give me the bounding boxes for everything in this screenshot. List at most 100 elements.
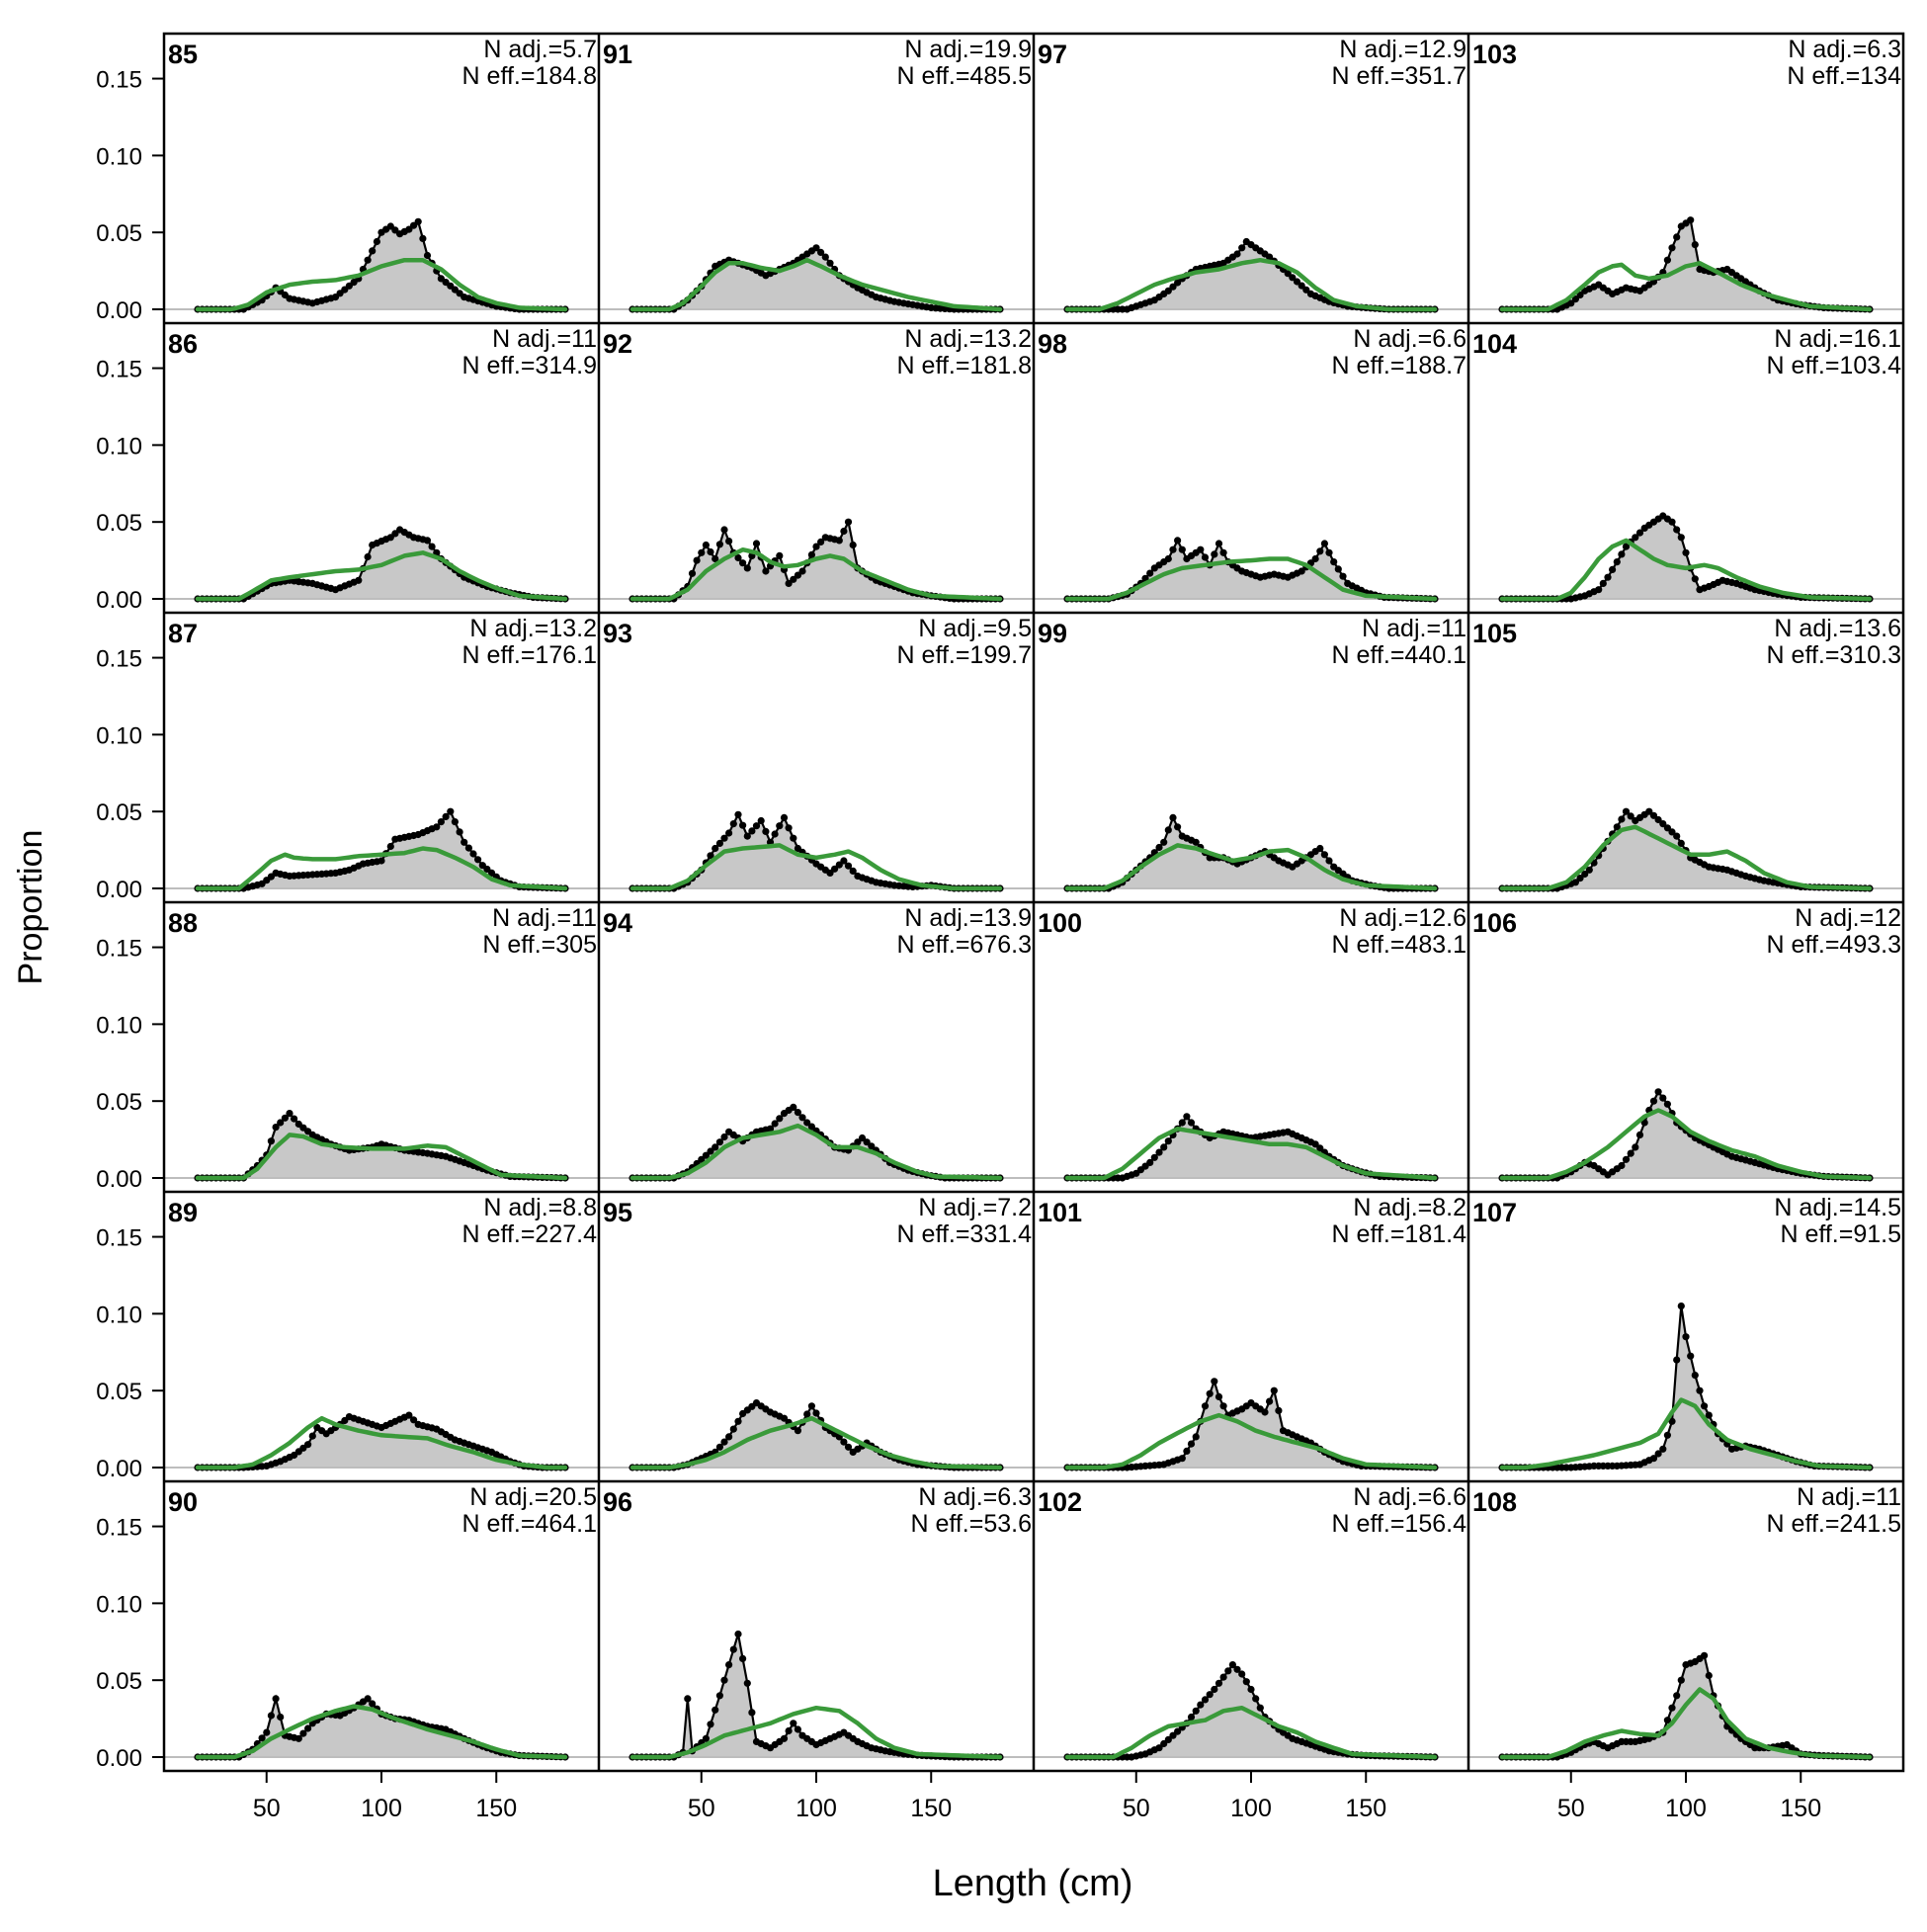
observed-point — [707, 1147, 714, 1155]
observed-point — [1242, 1678, 1250, 1686]
observed-point — [369, 1700, 377, 1708]
x-axis: 50 100 150 50 100 150 50 100 150 50 100 150 — [253, 1771, 1821, 1822]
observed-point — [790, 834, 797, 842]
observed-point — [1649, 1097, 1658, 1105]
panel: 100 N adj.=12.6N eff.=483.1 — [1034, 904, 1468, 1182]
observed-point — [757, 816, 765, 825]
observed-point — [1160, 1739, 1168, 1748]
observed-area — [1502, 1091, 1870, 1178]
observed-point — [1659, 1445, 1667, 1453]
observed-point — [720, 526, 728, 534]
observed-point — [807, 550, 816, 559]
n-adj-text: N adj.=9.5 — [918, 615, 1032, 642]
observed-point — [812, 244, 820, 252]
n-adj-text: N adj.=6.3 — [918, 1483, 1032, 1511]
observed-point — [1576, 291, 1584, 299]
panel: 107 N adj.=14.5N eff.=91.5 — [1468, 1194, 1903, 1471]
observed-point — [1581, 870, 1589, 879]
y-tick-label: 0.05 — [96, 1089, 142, 1116]
expected-line — [1499, 261, 1873, 312]
panel: 88 N adj.=11N eff.=305 — [164, 904, 599, 1182]
observed-point — [1687, 216, 1695, 224]
n-eff-text: N eff.=351.7 — [1332, 62, 1466, 90]
observed-point — [1298, 567, 1305, 575]
n-adj-text: N adj.=14.5 — [1774, 1194, 1901, 1221]
n-adj-text: N adj.=12.9 — [1339, 36, 1466, 63]
observed-point — [812, 1409, 820, 1417]
observed-point — [1618, 1161, 1626, 1170]
observed-point — [1169, 283, 1177, 291]
observed-point — [272, 1695, 280, 1703]
panel-label: 96 — [603, 1487, 632, 1517]
observed-point — [1197, 546, 1205, 553]
observed-point — [267, 1712, 275, 1720]
panel: 93 N adj.=9.5N eff.=199.7 — [599, 615, 1034, 892]
x-tick-label: 150 — [1780, 1795, 1821, 1822]
observed-point — [762, 827, 770, 836]
observed-point — [1682, 548, 1690, 556]
observed-point — [780, 1734, 789, 1742]
panels-frame — [162, 32, 1905, 1773]
observed-point — [1183, 1447, 1191, 1455]
observed-point — [1663, 256, 1671, 264]
observed-point — [1211, 1378, 1218, 1386]
n-eff-text: N eff.=305 — [482, 931, 597, 959]
observed-point — [1673, 233, 1681, 241]
observed-point — [405, 1411, 413, 1419]
observed-point — [849, 867, 857, 876]
observed-point — [748, 827, 756, 835]
observed-point — [1316, 844, 1324, 853]
observed-point — [281, 1114, 289, 1122]
observed-point — [1673, 526, 1681, 534]
panel-label: 87 — [168, 619, 198, 648]
observed-area — [1502, 516, 1870, 599]
panel: 87 N adj.=13.2N eff.=176.1 — [164, 615, 599, 892]
observed-point — [1705, 1671, 1713, 1680]
observed-point — [849, 541, 857, 549]
panels-group: 85 N adj.=5.7N eff.=184.886 N adj.=11N eff… — [164, 36, 1903, 1761]
panel-label: 85 — [168, 40, 198, 69]
observed-point — [442, 812, 450, 821]
observed-point — [1673, 1356, 1681, 1364]
observed-point — [1275, 1406, 1283, 1414]
observed-point — [1330, 558, 1338, 566]
observed-point — [1654, 1088, 1662, 1096]
observed-point — [1649, 811, 1658, 819]
expected-line — [1064, 556, 1438, 602]
observed-point — [1668, 828, 1676, 836]
observed-point — [456, 828, 463, 836]
observed-point — [712, 844, 719, 853]
observed-point — [712, 1143, 719, 1151]
observed-point — [725, 829, 733, 837]
n-adj-text: N adj.=13.6 — [1774, 615, 1901, 642]
observed-point — [1174, 279, 1182, 287]
observed-point — [1150, 1153, 1158, 1161]
observed-point — [734, 810, 742, 818]
observed-point — [377, 857, 385, 865]
observed-point — [1311, 554, 1319, 563]
observed-point — [1325, 548, 1333, 556]
n-adj-text: N adj.=6.6 — [1353, 325, 1466, 353]
observed-point — [771, 1120, 779, 1128]
observed-point — [707, 547, 714, 556]
observed-point — [1595, 586, 1603, 594]
y-tick-label: 0.00 — [96, 1456, 142, 1482]
observed-point — [1174, 823, 1182, 831]
observed-point — [720, 1676, 728, 1684]
observed-point — [844, 1443, 853, 1451]
observed-point — [831, 865, 839, 873]
observed-point — [798, 567, 806, 575]
observed-point — [868, 1142, 876, 1150]
observed-point — [863, 1138, 871, 1146]
observed-point — [1174, 537, 1182, 545]
n-adj-text: N adj.=19.9 — [904, 36, 1032, 63]
observed-point — [1705, 1411, 1713, 1419]
observed-point — [1155, 843, 1163, 852]
observed-point — [1682, 1333, 1690, 1341]
expected-line — [629, 257, 1003, 312]
observed-point — [785, 824, 793, 832]
n-adj-text: N adj.=6.3 — [1788, 36, 1901, 63]
observed-point — [364, 256, 372, 264]
n-adj-text: N adj.=8.8 — [483, 1194, 597, 1221]
expected-line — [629, 546, 1003, 602]
